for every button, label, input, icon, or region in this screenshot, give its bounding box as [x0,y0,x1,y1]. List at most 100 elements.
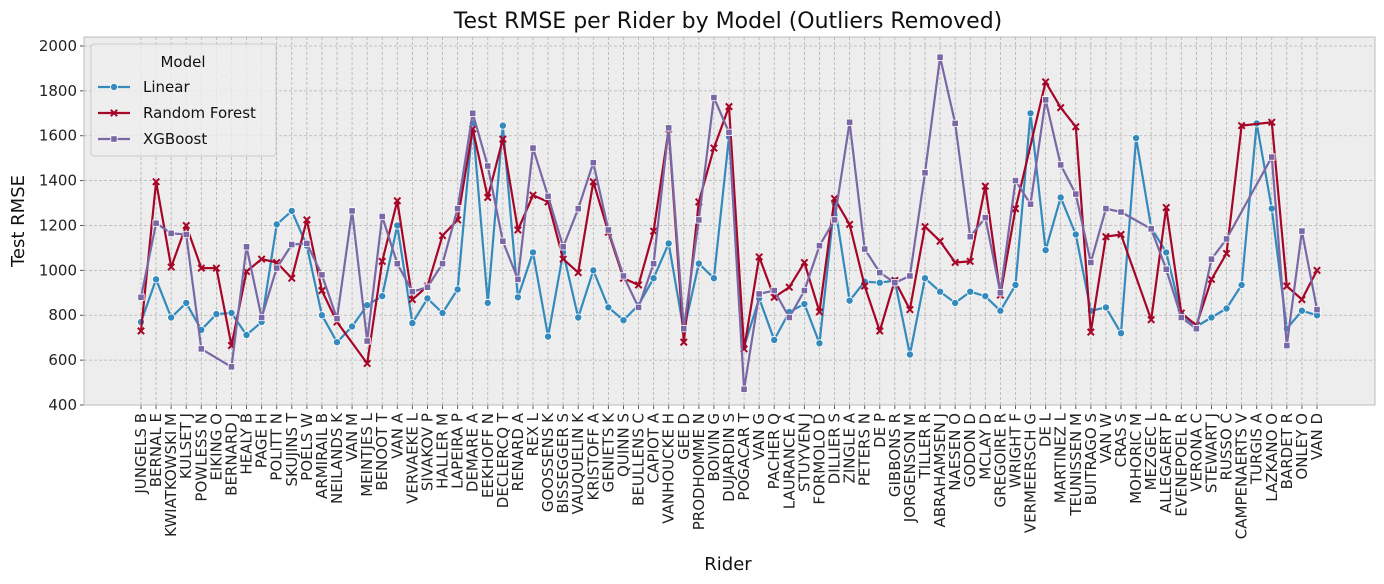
x-tick-label: SKUJINS T [283,412,301,486]
x-tick-label: NEILANDS K [328,412,346,504]
y-tick-label: 1600 [39,127,77,145]
x-tick-label: MARTINEZ L [1052,412,1070,503]
data-point-random-forest [1282,282,1291,290]
data-point-linear [167,313,176,322]
data-point-linear [544,332,553,341]
x-tick-label: GOOSSENS K [539,412,557,512]
data-point-linear [951,298,960,307]
x-tick-label: RENARD A [509,412,527,491]
data-point-linear [604,303,613,312]
x-tick-label: VAUQUELIN K [569,412,587,515]
x-tick-label: CAMPENAERTS V [1233,412,1251,539]
data-point-xgboost [981,214,989,222]
data-point-xgboost [1162,265,1170,273]
legend-items: Linear Random Forest XGBoost [98,78,256,148]
data-point-xgboost [182,230,190,239]
data-point-random-forest [906,305,914,314]
data-point-xgboost [408,288,416,296]
data-point-random-forest [1162,203,1171,212]
y-axis: 400 600 800 1000 1200 1400 1600 1800 2000 [39,37,84,414]
data-point-xgboost [303,239,311,248]
data-point-random-forest [1011,204,1020,213]
data-point-random-forest [1102,232,1110,241]
x-tick-label: FORMOLO D [810,413,828,505]
x-tick-label: ONLEY O [1293,413,1311,480]
data-point-linear [981,292,990,301]
data-point-xgboost [318,271,326,279]
legend-title: Model [160,53,205,71]
data-point-linear [649,274,658,283]
data-point-random-forest [1071,122,1080,131]
data-point-random-forest [1147,315,1156,324]
plot-frame [83,36,1376,406]
data-point-xgboost [725,128,733,136]
data-point-xgboost [710,93,718,102]
x-tick-label: MEINTJES L [358,412,376,496]
data-point-xgboost [167,229,175,237]
data-point-random-forest [378,257,387,266]
data-point-xgboost [695,216,703,224]
x-tick-label: KWIATKOWSKI M [162,413,180,537]
plot-area [84,37,1375,405]
data-point-random-forest [634,281,643,289]
x-tick-label: EIKING O [207,413,225,481]
data-point-xgboost [1222,235,1231,243]
data-point-linear [845,296,854,305]
data-point-linear [242,330,251,339]
data-point-random-forest [438,231,447,240]
data-point-linear [1117,329,1126,338]
data-point-linear [694,259,703,268]
data-point-xgboost [891,279,899,287]
data-point-xgboost [242,243,251,251]
data-point-xgboost [876,269,884,277]
y-tick-label: 400 [48,396,77,414]
x-tick-label: RUSSO C [1218,413,1236,481]
data-point-xgboost [1042,96,1050,104]
data-point-xgboost [348,207,356,215]
data-point-random-forest [483,193,492,202]
data-point-random-forest [1117,230,1125,239]
data-point-random-forest [815,307,824,316]
data-point-xgboost [1072,190,1080,198]
data-point-linear [1297,306,1306,315]
x-tick-label: ALLEGAERT P [1157,413,1175,513]
data-point-linear [875,278,884,287]
data-point-xgboost [846,118,854,126]
data-point-random-forest [1086,328,1095,336]
x-tick-label: TURGIS A [1248,412,1266,485]
legend-label: Linear [143,78,190,96]
data-point-xgboost [966,233,974,241]
x-tick-label: GENIETS K [599,412,617,493]
data-point-xgboost [770,286,778,295]
x-tick-label: ARMIRAIL B [313,413,331,499]
x-tick-label: TEUNISSEN M [1067,413,1085,517]
y-tick-label: 800 [48,306,77,324]
data-point-xgboost [951,119,959,127]
legend-box [90,43,277,157]
data-point-random-forest [936,237,944,246]
data-point-xgboost [755,290,763,298]
data-point-xgboost [423,283,432,291]
legend-label: Random Forest [143,104,256,122]
x-tick-label: EEKHOFF N [479,413,497,498]
data-point-xgboost [1298,227,1306,235]
data-point-xgboost [936,53,944,61]
data-point-xgboost [529,144,537,152]
data-point-linear [1132,133,1141,142]
data-point-linear [287,206,296,215]
legend-item-linear: Linear [98,78,190,96]
x-tick-label: GODON D [961,413,979,487]
data-point-random-forest [212,264,221,273]
data-point-linear [1026,109,1035,118]
data-point-random-forest [559,255,568,264]
data-point-random-forest [1313,266,1321,275]
data-point-xgboost [454,205,462,213]
data-point-linear [1101,303,1110,312]
data-point-random-forest [875,327,884,335]
data-point-linear [1267,204,1276,213]
y-tick-label: 2000 [39,37,77,55]
y-tick-label: 1000 [39,261,77,279]
x-tick-label: SIVAKOV P [418,413,436,491]
x-tick-label: DEMARE A [464,412,482,492]
x-tick-label: VERONA C [1187,413,1205,492]
